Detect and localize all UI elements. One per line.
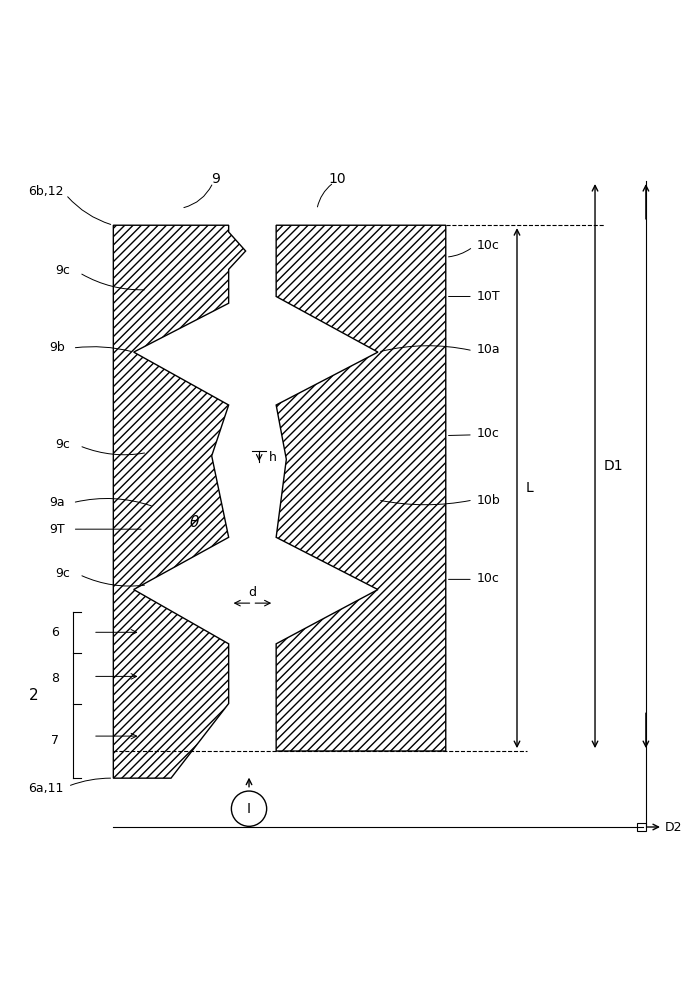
Text: 9: 9 <box>211 172 220 186</box>
Text: 10c: 10c <box>476 572 499 585</box>
Text: d: d <box>249 586 256 599</box>
Text: 10a: 10a <box>476 343 500 356</box>
Text: 10: 10 <box>328 172 346 186</box>
Text: D1: D1 <box>603 459 623 473</box>
Text: 2: 2 <box>28 688 38 703</box>
Text: 9c: 9c <box>55 438 70 451</box>
Text: I: I <box>247 802 251 816</box>
Text: 6b,12: 6b,12 <box>27 185 63 198</box>
Polygon shape <box>276 225 446 751</box>
Text: 9T: 9T <box>49 523 65 536</box>
Text: 10T: 10T <box>476 290 500 303</box>
Text: 6a,11: 6a,11 <box>27 782 63 795</box>
Text: 6: 6 <box>51 626 59 639</box>
Polygon shape <box>113 225 246 778</box>
Text: L: L <box>525 481 533 495</box>
Text: 10b: 10b <box>476 493 500 506</box>
Text: 10c: 10c <box>476 427 499 440</box>
Text: 9a: 9a <box>49 496 65 509</box>
Text: 9c: 9c <box>55 567 70 580</box>
Text: 9b: 9b <box>49 341 65 354</box>
Text: 10c: 10c <box>476 239 499 252</box>
Text: 9c: 9c <box>55 264 70 277</box>
Text: h: h <box>269 451 277 464</box>
Text: 7: 7 <box>51 734 59 747</box>
Text: 8: 8 <box>51 672 59 685</box>
Text: D2: D2 <box>665 821 682 834</box>
Text: $\theta$: $\theta$ <box>189 514 201 530</box>
Bar <box>637 823 646 831</box>
